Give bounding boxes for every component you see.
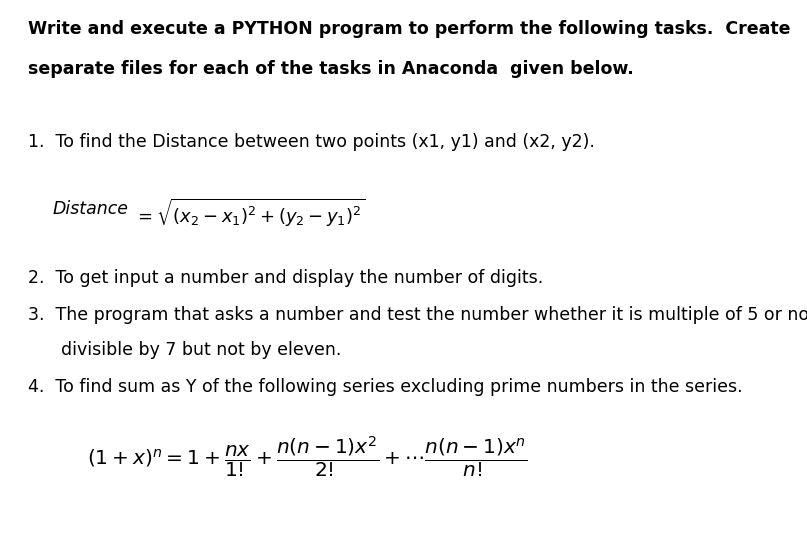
Text: $(1 + x)^n = 1 + \dfrac{nx}{1!} + \dfrac{n(n-1)x^2}{2!} + \cdots\dfrac{n(n-1)x^n: $(1 + x)^n = 1 + \dfrac{nx}{1!} + \dfrac… — [87, 434, 527, 479]
Text: Write and execute a PYTHON program to perform the following tasks.  Create: Write and execute a PYTHON program to pe… — [28, 20, 791, 38]
Text: separate files for each of the tasks in Anaconda  given below.: separate files for each of the tasks in … — [28, 60, 634, 78]
Text: 3.  The program that asks a number and test the number whether it is multiple of: 3. The program that asks a number and te… — [28, 306, 807, 324]
Text: $= \sqrt{(x_2 - x_1)^2 + (y_2 - y_1)^2}$: $= \sqrt{(x_2 - x_1)^2 + (y_2 - y_1)^2}$ — [135, 197, 366, 230]
Text: divisible by 7 but not by eleven.: divisible by 7 but not by eleven. — [28, 341, 342, 358]
Text: 4.  To find sum as Y of the following series excluding prime numbers in the seri: 4. To find sum as Y of the following ser… — [28, 378, 743, 396]
Text: 1.  To find the Distance between two points (x1, y1) and (x2, y2).: 1. To find the Distance between two poin… — [28, 133, 596, 151]
Text: 2.  To get input a number and display the number of digits.: 2. To get input a number and display the… — [28, 269, 544, 287]
Text: Distance: Distance — [52, 200, 128, 218]
